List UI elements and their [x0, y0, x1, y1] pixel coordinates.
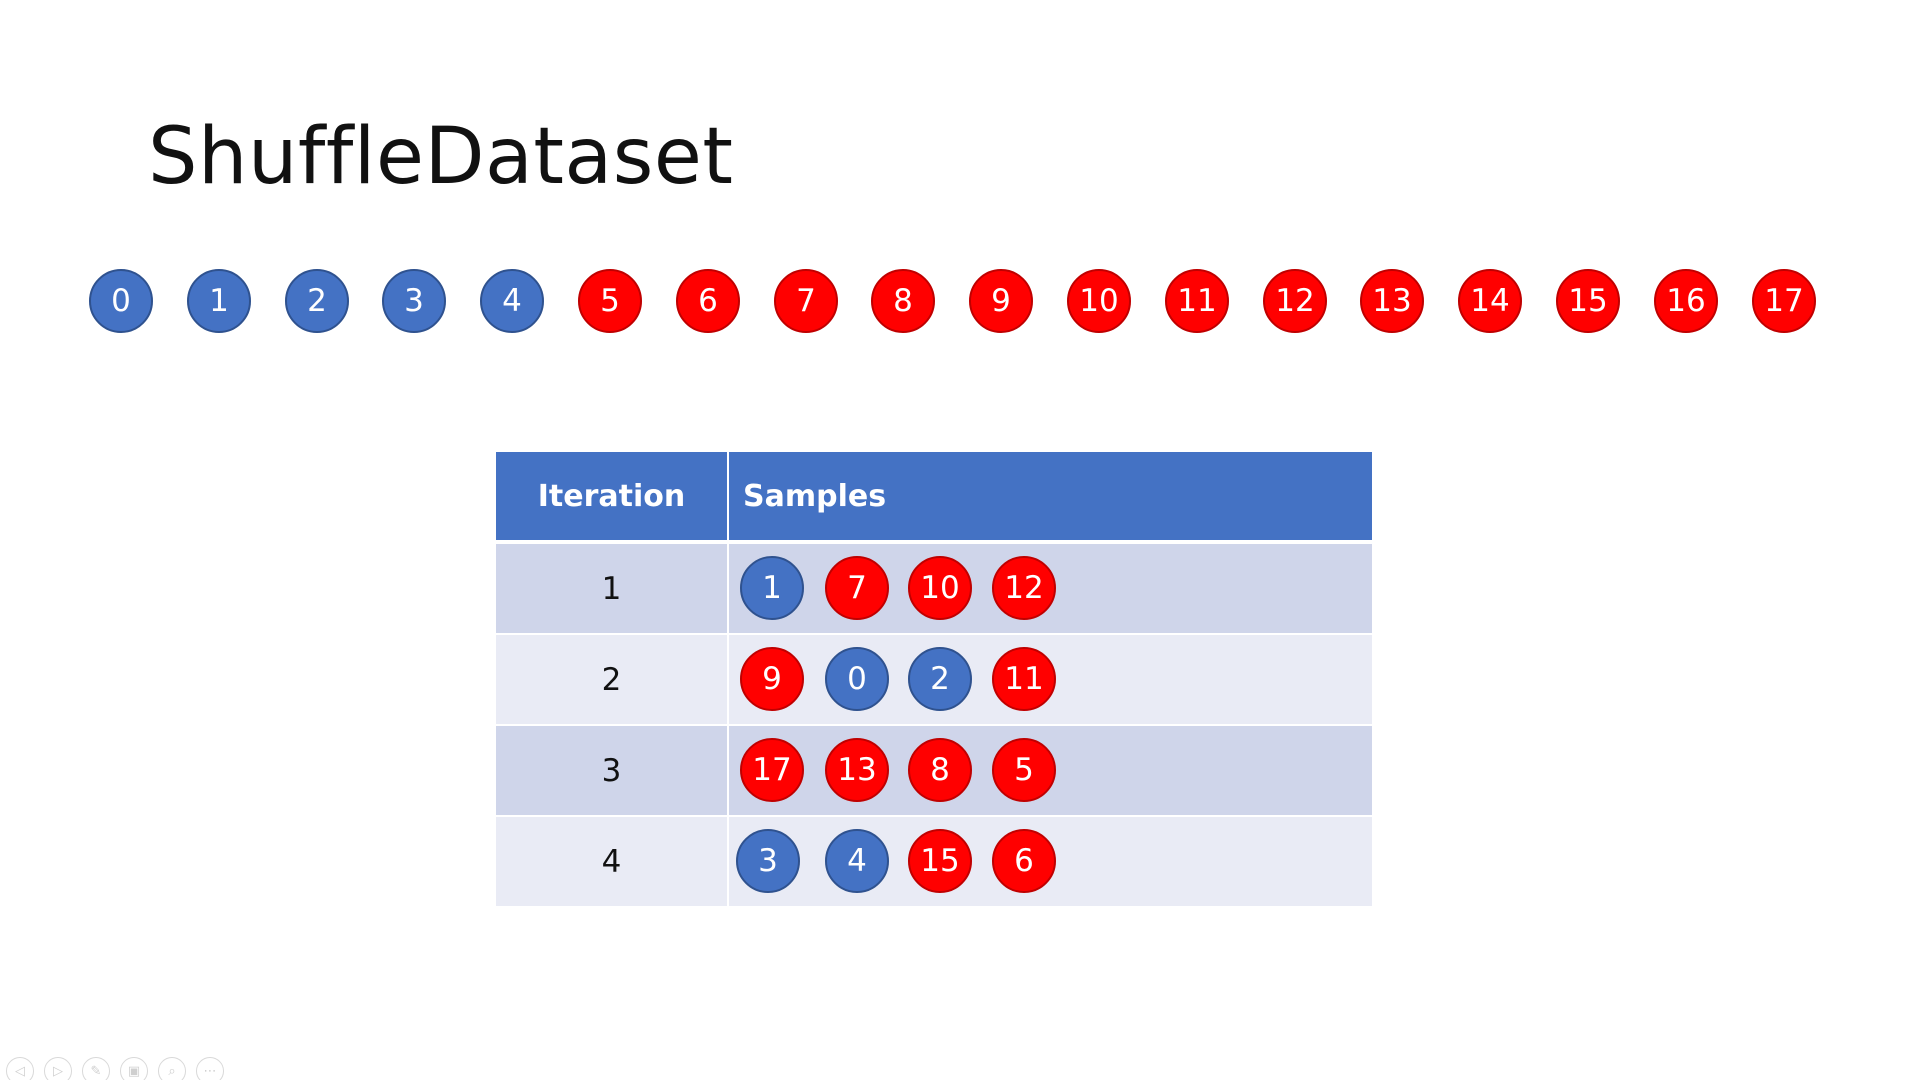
table-row: 3 17 13 8 5: [496, 726, 1372, 817]
dataset-ball-4: 4: [480, 269, 544, 333]
sample-ball-17: 17: [740, 738, 804, 802]
more-icon[interactable]: ⋯: [196, 1057, 224, 1080]
dataset-ball-16: 16: [1654, 269, 1718, 333]
header-iteration: Iteration: [496, 452, 729, 540]
pen-icon[interactable]: ✎: [82, 1057, 110, 1080]
sample-ball-11: 11: [992, 647, 1056, 711]
sample-ball-10: 10: [908, 556, 972, 620]
dataset-ball-17: 17: [1752, 269, 1816, 333]
sample-ball-13: 13: [825, 738, 889, 802]
dataset-ball-5: 5: [578, 269, 642, 333]
dataset-ball-1: 1: [187, 269, 251, 333]
sample-ball-12: 12: [992, 556, 1056, 620]
sample-ball-8: 8: [908, 738, 972, 802]
slide-title: ShuffleDataset: [148, 112, 734, 202]
iteration-table: Iteration Samples 1 1 7 10 12 2 9 0 2 11 3 17 13 8 5 4 3…: [496, 452, 1372, 908]
table-row: 2 9 0 2 11: [496, 635, 1372, 726]
dataset-ball-13: 13: [1360, 269, 1424, 333]
sample-ball-15: 15: [908, 829, 972, 893]
sample-ball-9: 9: [740, 647, 804, 711]
table-header: Iteration Samples: [496, 452, 1372, 544]
sample-ball-1: 1: [740, 556, 804, 620]
table-row: 4 3 4 15 6: [496, 817, 1372, 908]
iteration-cell: 4: [496, 817, 729, 906]
previous-icon[interactable]: ◁: [6, 1057, 34, 1080]
dataset-ball-2: 2: [285, 269, 349, 333]
dataset-ball-11: 11: [1165, 269, 1229, 333]
dataset-ball-12: 12: [1263, 269, 1327, 333]
samples-cell: 9 0 2 11: [729, 635, 1372, 724]
dataset-ball-9: 9: [969, 269, 1033, 333]
iteration-cell: 3: [496, 726, 729, 815]
zoom-icon[interactable]: ⌕: [158, 1057, 186, 1080]
table-row: 1 1 7 10 12: [496, 544, 1372, 635]
sample-ball-2: 2: [908, 647, 972, 711]
sample-ball-7: 7: [825, 556, 889, 620]
dataset-ball-15: 15: [1556, 269, 1620, 333]
sample-ball-4: 4: [825, 829, 889, 893]
dataset-ball-10: 10: [1067, 269, 1131, 333]
slides-icon[interactable]: ▣: [120, 1057, 148, 1080]
header-samples: Samples: [743, 478, 887, 514]
samples-cell: 17 13 8 5: [729, 726, 1372, 815]
iteration-cell: 1: [496, 544, 729, 633]
dataset-ball-7: 7: [774, 269, 838, 333]
sample-ball-3: 3: [736, 829, 800, 893]
dataset-ball-8: 8: [871, 269, 935, 333]
sample-ball-0: 0: [825, 647, 889, 711]
sample-ball-6: 6: [992, 829, 1056, 893]
dataset-ball-6: 6: [676, 269, 740, 333]
dataset-ball-3: 3: [382, 269, 446, 333]
table-body: 1 1 7 10 12 2 9 0 2 11 3 17 13 8 5 4 3 4 15 6: [496, 544, 1372, 908]
samples-cell: 3 4 15 6: [729, 817, 1372, 906]
dataset-ball-0: 0: [89, 269, 153, 333]
next-icon[interactable]: ▷: [44, 1057, 72, 1080]
sample-ball-5: 5: [992, 738, 1056, 802]
samples-cell: 1 7 10 12: [729, 544, 1372, 633]
dataset-ball-14: 14: [1458, 269, 1522, 333]
iteration-cell: 2: [496, 635, 729, 724]
presentation-toolbar: ◁ ▷ ✎ ▣ ⌕ ⋯: [6, 1057, 224, 1080]
